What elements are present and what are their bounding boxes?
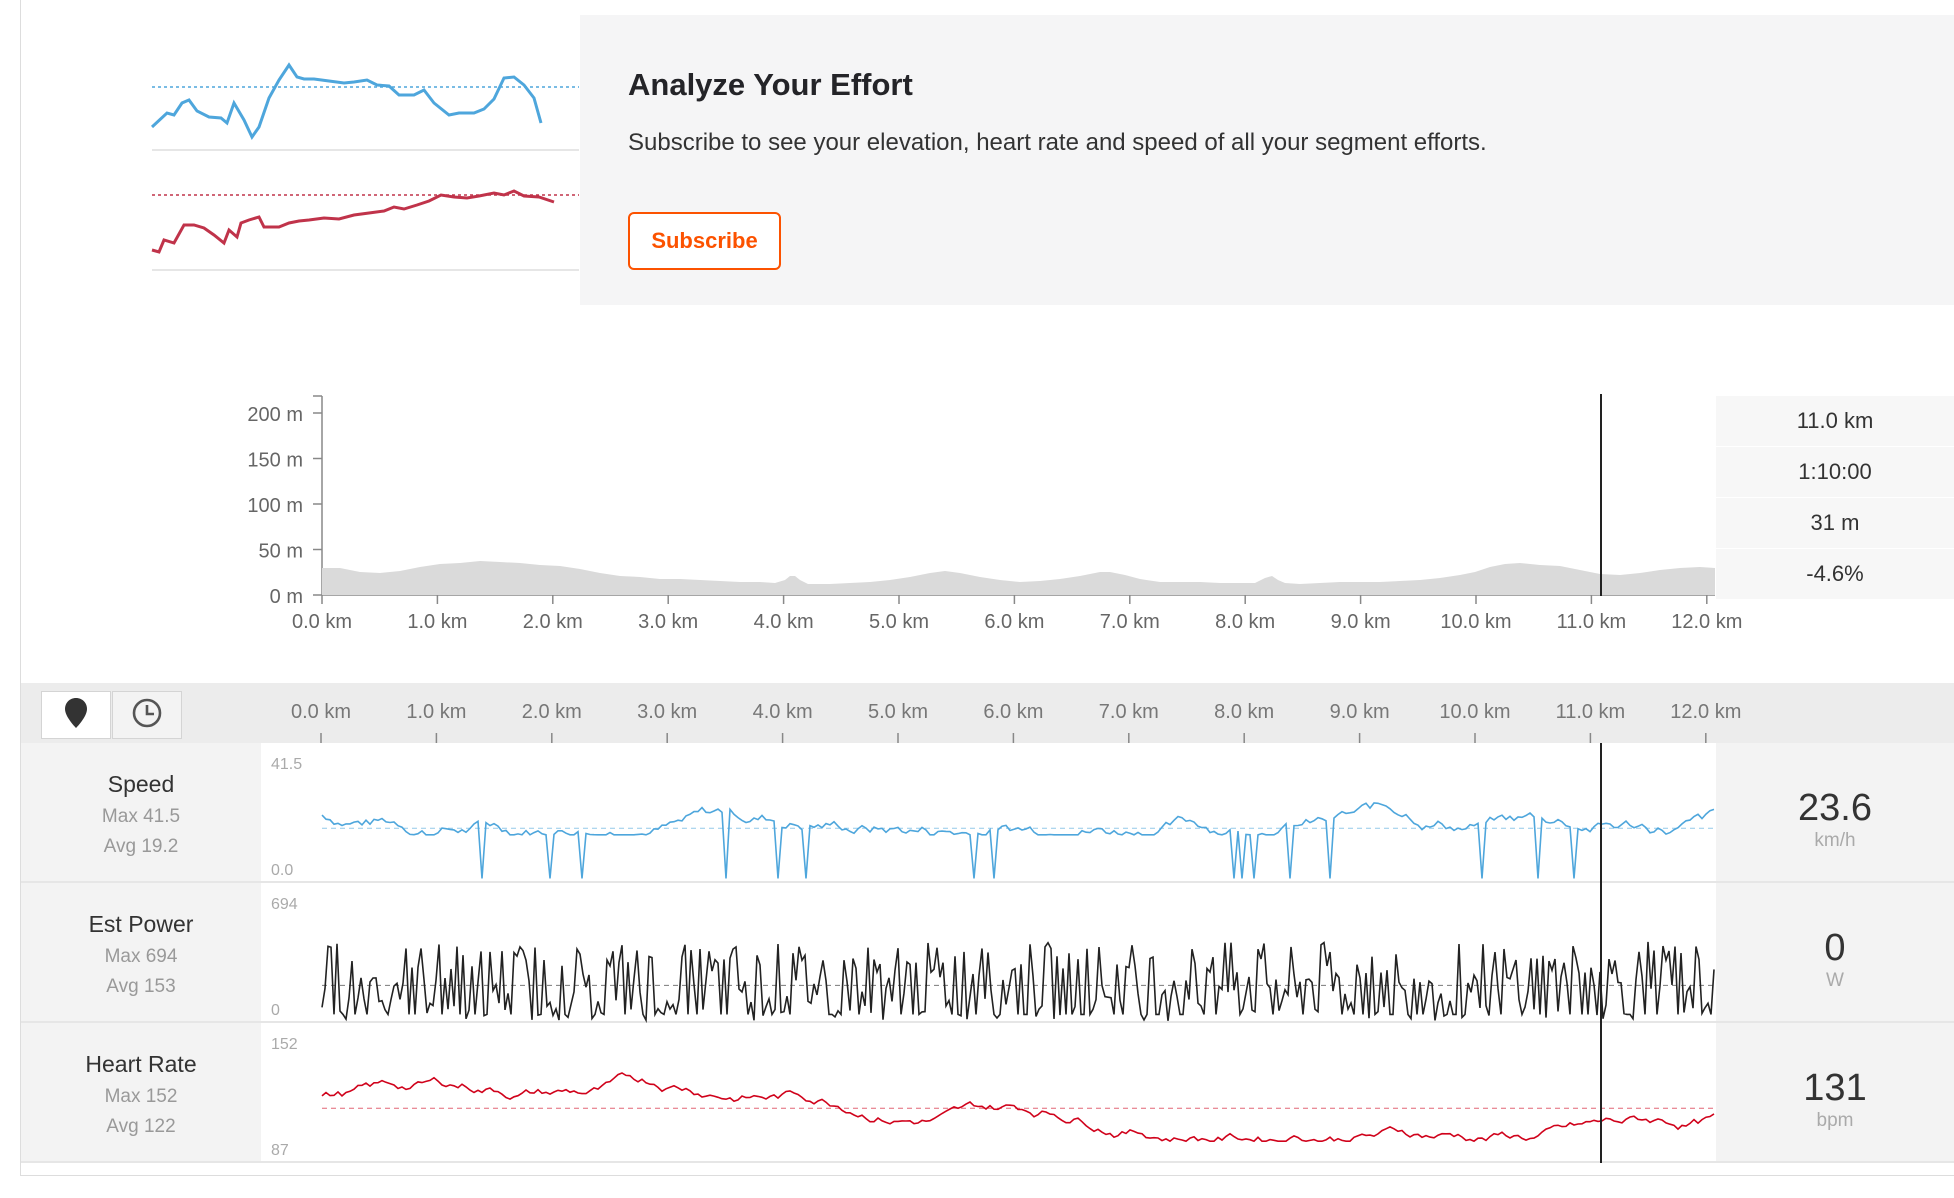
stream-x-tick: 4.0 km: [753, 701, 813, 723]
stream-line: [321, 941, 1715, 1024]
stream-value: 131: [1803, 1067, 1867, 1109]
stream-value: 23.6: [1798, 787, 1872, 829]
stream-line: [321, 802, 1715, 879]
elevation-x-tick: 8.0 km: [1215, 611, 1275, 630]
elevation-x-tick: 1.0 km: [407, 611, 467, 630]
stream-avg: Avg 19.2: [103, 836, 179, 857]
upsell-preview-image: [149, 15, 580, 305]
stream-label: Heart Rate Max 152 Avg 122: [21, 1023, 261, 1161]
stream-x-tick: 11.0 km: [1556, 701, 1626, 723]
stream-y-max: 694: [271, 896, 298, 913]
stream-y-max: 41.5: [271, 756, 302, 773]
streams-distance-axis: 0.0 km 1.0 km 2.0 km 3.0 km 4.0 km 5.0 km 6.0 …: [291, 701, 1741, 743]
stream-x-tick: 5.0 km: [868, 701, 928, 723]
elevation-y-tick: 0 m: [270, 586, 303, 608]
stream-line: [321, 1072, 1715, 1143]
stream-unit: bpm: [1816, 1110, 1854, 1131]
elevation-profile: [322, 561, 1715, 595]
stream-row: Heart Rate Max 152 Avg 122 131 bpm: [21, 1023, 1954, 1163]
stat-time: 1:10:00: [1716, 447, 1954, 498]
stream-x-tick: 0.0 km: [291, 701, 351, 723]
elevation-x-tick: 11.0 km: [1557, 611, 1627, 630]
elevation-x-tick: 6.0 km: [984, 611, 1044, 630]
elevation-x-tick: 0.0 km: [292, 611, 352, 630]
subscribe-button[interactable]: Subscribe: [628, 212, 781, 270]
stream-y-max: 152: [271, 1036, 298, 1053]
elevation-chart[interactable]: 200 m 150 m 100 m 50 m 0 m 0.0 km 1.0 km 2.0 k…: [0, 390, 1954, 630]
stream-current-value: 23.6 km/h: [1716, 743, 1954, 881]
stream-y-min: 0.0: [271, 862, 293, 879]
stream-unit: W: [1826, 970, 1844, 991]
stat-elevation: 31 m: [1716, 498, 1954, 549]
upsell-description: Subscribe to see your elevation, heart r…: [628, 129, 1487, 156]
stream-x-tick: 6.0 km: [983, 701, 1043, 723]
stream-x-tick: 3.0 km: [637, 701, 697, 723]
distance-view-button[interactable]: [41, 691, 111, 739]
upsell-title: Analyze Your Effort: [628, 67, 913, 102]
stream-y-min: 87: [271, 1142, 289, 1159]
stream-row: Est Power Max 694 Avg 153 0 W: [21, 883, 1954, 1023]
stream-current-value: 131 bpm: [1716, 1023, 1954, 1161]
elevation-x-tick: 4.0 km: [754, 611, 814, 630]
stream-row: Speed Max 41.5 Avg 19.2 23.6 km/h: [21, 743, 1954, 883]
stream-plot-1: 694 0: [271, 896, 1715, 1024]
upsell-banner: Analyze Your Effort Subscribe to see you…: [149, 15, 1954, 305]
stream-max: Max 152: [104, 1086, 178, 1107]
stream-x-tick: 2.0 km: [522, 701, 582, 723]
stream-value: 0: [1824, 927, 1846, 969]
elevation-x-tick: 7.0 km: [1100, 611, 1160, 630]
elevation-x-tick: 5.0 km: [869, 611, 929, 630]
elevation-stats-panel: 11.0 km 1:10:00 31 m -4.6%: [1716, 396, 1954, 600]
elevation-x-tick: 2.0 km: [523, 611, 583, 630]
stream-name: Est Power: [88, 911, 194, 937]
elevation-x-tick: 12.0 km: [1671, 611, 1742, 630]
elevation-x-tick: 9.0 km: [1331, 611, 1391, 630]
left-border: [20, 0, 21, 1176]
stream-plot-0: 41.5 0.0: [271, 756, 1715, 879]
elevation-y-tick: 50 m: [259, 541, 303, 563]
clock-icon: [131, 697, 163, 734]
stream-avg: Avg 153: [106, 976, 176, 997]
stream-avg: Avg 122: [106, 1116, 176, 1137]
stream-x-tick: 12.0 km: [1670, 701, 1741, 723]
stream-max: Max 694: [104, 946, 178, 967]
stream-name: Speed: [107, 771, 175, 797]
stream-label: Est Power Max 694 Avg 153: [21, 883, 261, 1021]
bottom-border: [20, 1175, 1954, 1176]
elevation-y-tick: 200 m: [247, 404, 303, 426]
stat-distance: 11.0 km: [1716, 396, 1954, 447]
stat-grade: -4.6%: [1716, 549, 1954, 600]
stream-x-tick: 8.0 km: [1214, 701, 1274, 723]
stream-x-tick: 10.0 km: [1439, 701, 1510, 723]
elevation-x-tick: 10.0 km: [1440, 611, 1511, 630]
elevation-x-tick: 3.0 km: [638, 611, 698, 630]
elevation-y-tick: 100 m: [247, 495, 303, 517]
stream-label: Speed Max 41.5 Avg 19.2: [21, 743, 261, 881]
stream-y-min: 0: [271, 1002, 280, 1019]
elevation-y-tick: 150 m: [247, 450, 303, 472]
stream-name: Heart Rate: [85, 1051, 197, 1077]
streams-charts[interactable]: 41.5 0.0 694 0 152 87: [0, 743, 1954, 1173]
stream-x-tick: 7.0 km: [1099, 701, 1159, 723]
stream-x-tick: 1.0 km: [406, 701, 466, 723]
stream-x-tick: 9.0 km: [1330, 701, 1390, 723]
map-pin-icon: [63, 697, 89, 734]
time-view-button[interactable]: [112, 691, 182, 739]
stream-plot-2: 152 87: [271, 1036, 1715, 1159]
streams-toolbar: 0.0 km 1.0 km 2.0 km 3.0 km 4.0 km 5.0 km 6.0 …: [21, 683, 1954, 743]
stream-unit: km/h: [1814, 830, 1856, 851]
stream-max: Max 41.5: [101, 806, 181, 827]
